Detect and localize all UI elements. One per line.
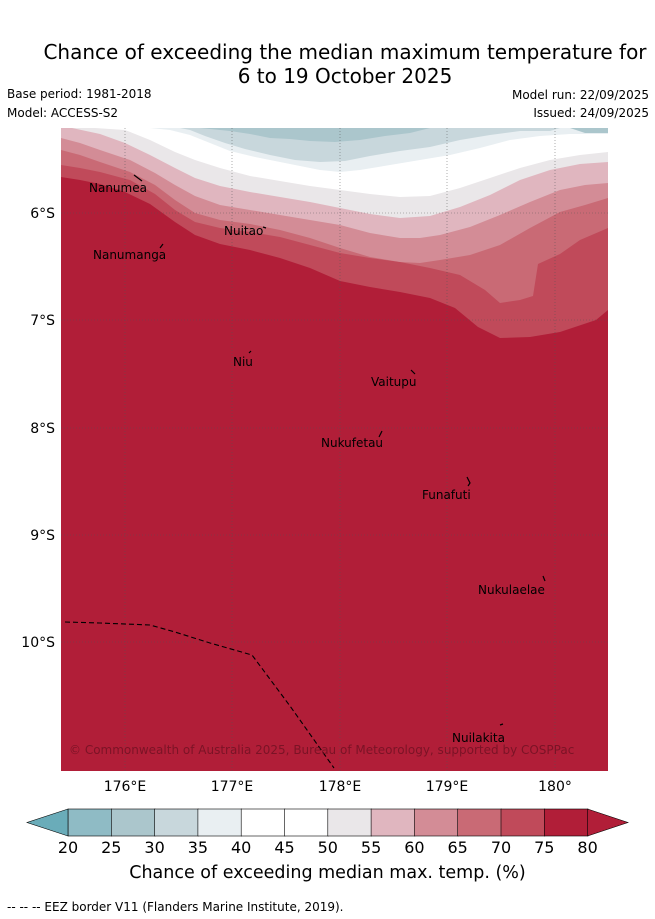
model-run: Model run: 22/09/2025 — [511, 88, 649, 102]
place-label-nuitao: Nuitao — [224, 224, 263, 238]
colorbar-segment — [500, 808, 546, 837]
band-30 — [200, 128, 430, 142]
colorbar-tick-label: 70 — [490, 838, 512, 857]
colorbar-segment — [370, 808, 416, 837]
colorbar-segment — [197, 808, 242, 837]
colorbar-tick-label: 80 — [577, 838, 598, 857]
colorbar-max-arrow — [587, 808, 629, 837]
colorbar-segment — [414, 808, 459, 837]
colorbar-min-arrow — [26, 808, 69, 837]
colorbar-segment — [284, 808, 329, 837]
place-label-niu: Niu — [233, 355, 253, 369]
gridlines — [61, 128, 608, 771]
lon-tick-label: 180° — [538, 779, 572, 795]
colorbar-tick-label: 50 — [317, 838, 338, 857]
chart-title: Chance of exceeding the median maximum t… — [43, 40, 647, 88]
island-niu-shape — [248, 350, 252, 354]
colorbar-segment — [543, 808, 589, 837]
lat-tick-label: 9°S — [30, 528, 55, 544]
place-label-nanumanga: Nanumanga — [93, 248, 166, 262]
island-vaitupu-shape — [410, 369, 416, 375]
eez-border — [64, 621, 335, 769]
colorbar — [26, 808, 629, 837]
colorbar-segment — [240, 808, 286, 837]
colorbar-segment — [457, 808, 502, 837]
base-period: Base period: 1981-2018 — [7, 87, 152, 101]
island-nuitao-shape — [262, 226, 267, 229]
lon-tick-label: 178°E — [319, 779, 362, 795]
colorbar-tick-label: 45 — [274, 838, 295, 857]
colorbar-segment — [111, 808, 156, 837]
colorbar-tick-label: 40 — [231, 838, 252, 857]
colorbar-tick-label: 35 — [187, 838, 209, 857]
island-funafuti-shape — [466, 476, 471, 487]
place-label-nukufetau: Nukufetau — [321, 436, 383, 450]
island-nukulaelae-shape — [542, 575, 546, 582]
colorbar-segment — [327, 808, 372, 837]
island-nanumanga-shape — [159, 243, 164, 249]
colorbar-tick-label: 75 — [534, 838, 555, 857]
lon-tick-label: 176°E — [104, 779, 147, 795]
island-nukufetau-shape — [378, 430, 383, 438]
copyright-watermark: © Commonwealth of Australia 2025, Bureau… — [69, 743, 574, 757]
map-fill-bands — [61, 128, 608, 771]
place-label-vaitupu: Vaitupu — [371, 375, 417, 389]
lon-tick-label: 179°E — [426, 779, 469, 795]
colorbar-segment — [67, 808, 113, 837]
colorbar-tick-label: 25 — [101, 838, 122, 857]
place-label-nuilakita: Nuilakita — [452, 731, 505, 745]
colorbar-tick-label: 30 — [144, 838, 165, 857]
colorbar-tick-label: 60 — [404, 838, 425, 857]
place-label-nanumea: Nanumea — [89, 181, 147, 195]
lat-tick-label: 6°S — [30, 206, 55, 222]
place-label-funafuti: Funafuti — [422, 488, 471, 502]
model-name: Model: ACCESS-S2 — [7, 106, 119, 120]
colorbar-tick-label: 20 — [57, 838, 79, 857]
lat-tick-label: 7°S — [30, 313, 55, 329]
islands — [133, 174, 546, 726]
colorbar-segment — [154, 808, 199, 837]
place-label-nukulaelae: Nukulaelae — [478, 583, 545, 597]
lat-tick-label: 10°S — [21, 635, 55, 651]
colorbar-tick-label: 55 — [360, 838, 382, 857]
island-nanumea-shape — [133, 174, 143, 182]
colorbar-title: Chance of exceeding median max. temp. (%… — [129, 863, 526, 883]
lat-tick-label: 8°S — [30, 421, 55, 437]
colorbar-tick-label: 65 — [447, 838, 468, 857]
lon-tick-label: 177°E — [211, 779, 254, 795]
eez-footnote: -- -- -- EEZ border V11 (Flanders Marine… — [7, 900, 344, 914]
issued-date: Issued: 24/09/2025 — [533, 106, 649, 120]
island-nuilakita-shape — [499, 723, 504, 726]
band-30b — [570, 128, 608, 133]
